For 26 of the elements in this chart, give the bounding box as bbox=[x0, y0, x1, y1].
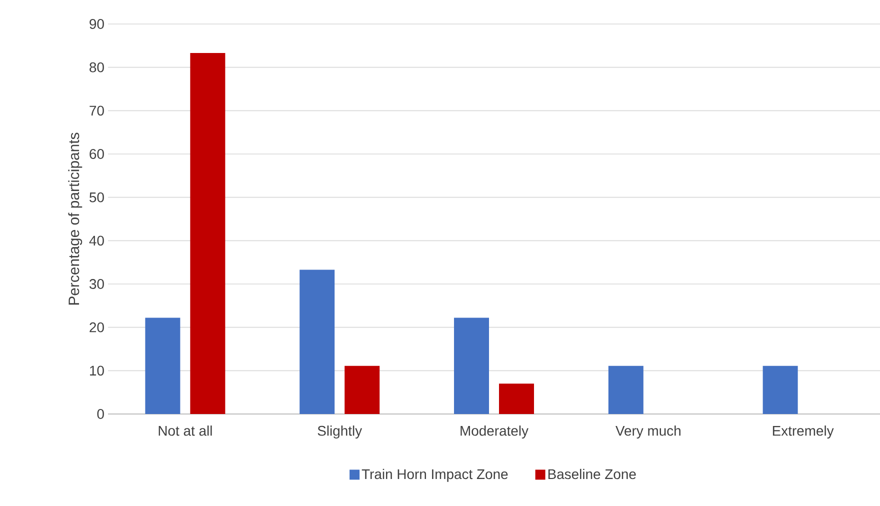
x-tick-label: Slightly bbox=[318, 426, 362, 439]
y-axis-title: Percentage of participants bbox=[68, 132, 82, 305]
y-tick-label: 60 bbox=[90, 149, 104, 159]
y-tick-label: 30 bbox=[89, 279, 104, 289]
y-tick-label: 40 bbox=[89, 236, 104, 246]
bar bbox=[300, 270, 335, 414]
y-tick-label: 0 bbox=[97, 409, 104, 419]
bar bbox=[499, 384, 534, 414]
legend-label: Train Horn Impact Zone bbox=[362, 468, 508, 482]
bar bbox=[145, 318, 180, 414]
bar bbox=[190, 53, 226, 414]
y-tick-label: 90 bbox=[90, 19, 104, 29]
x-tick-label: Extremely bbox=[772, 426, 834, 439]
x-tick-label: Moderately bbox=[460, 426, 528, 439]
y-tick-label: 50 bbox=[90, 192, 104, 202]
y-tick-label: 70 bbox=[90, 106, 104, 116]
bar bbox=[608, 366, 644, 414]
y-tick-label: 10 bbox=[90, 366, 104, 376]
x-tick-label: Not at all bbox=[158, 426, 212, 436]
bar bbox=[762, 366, 798, 414]
bar bbox=[344, 366, 380, 414]
x-tick-label: Very much bbox=[616, 426, 680, 439]
y-tick-label: 20 bbox=[90, 322, 104, 332]
bar bbox=[454, 318, 490, 414]
y-tick-label: 80 bbox=[90, 62, 104, 72]
legend-label: Baseline Zone bbox=[548, 468, 636, 480]
